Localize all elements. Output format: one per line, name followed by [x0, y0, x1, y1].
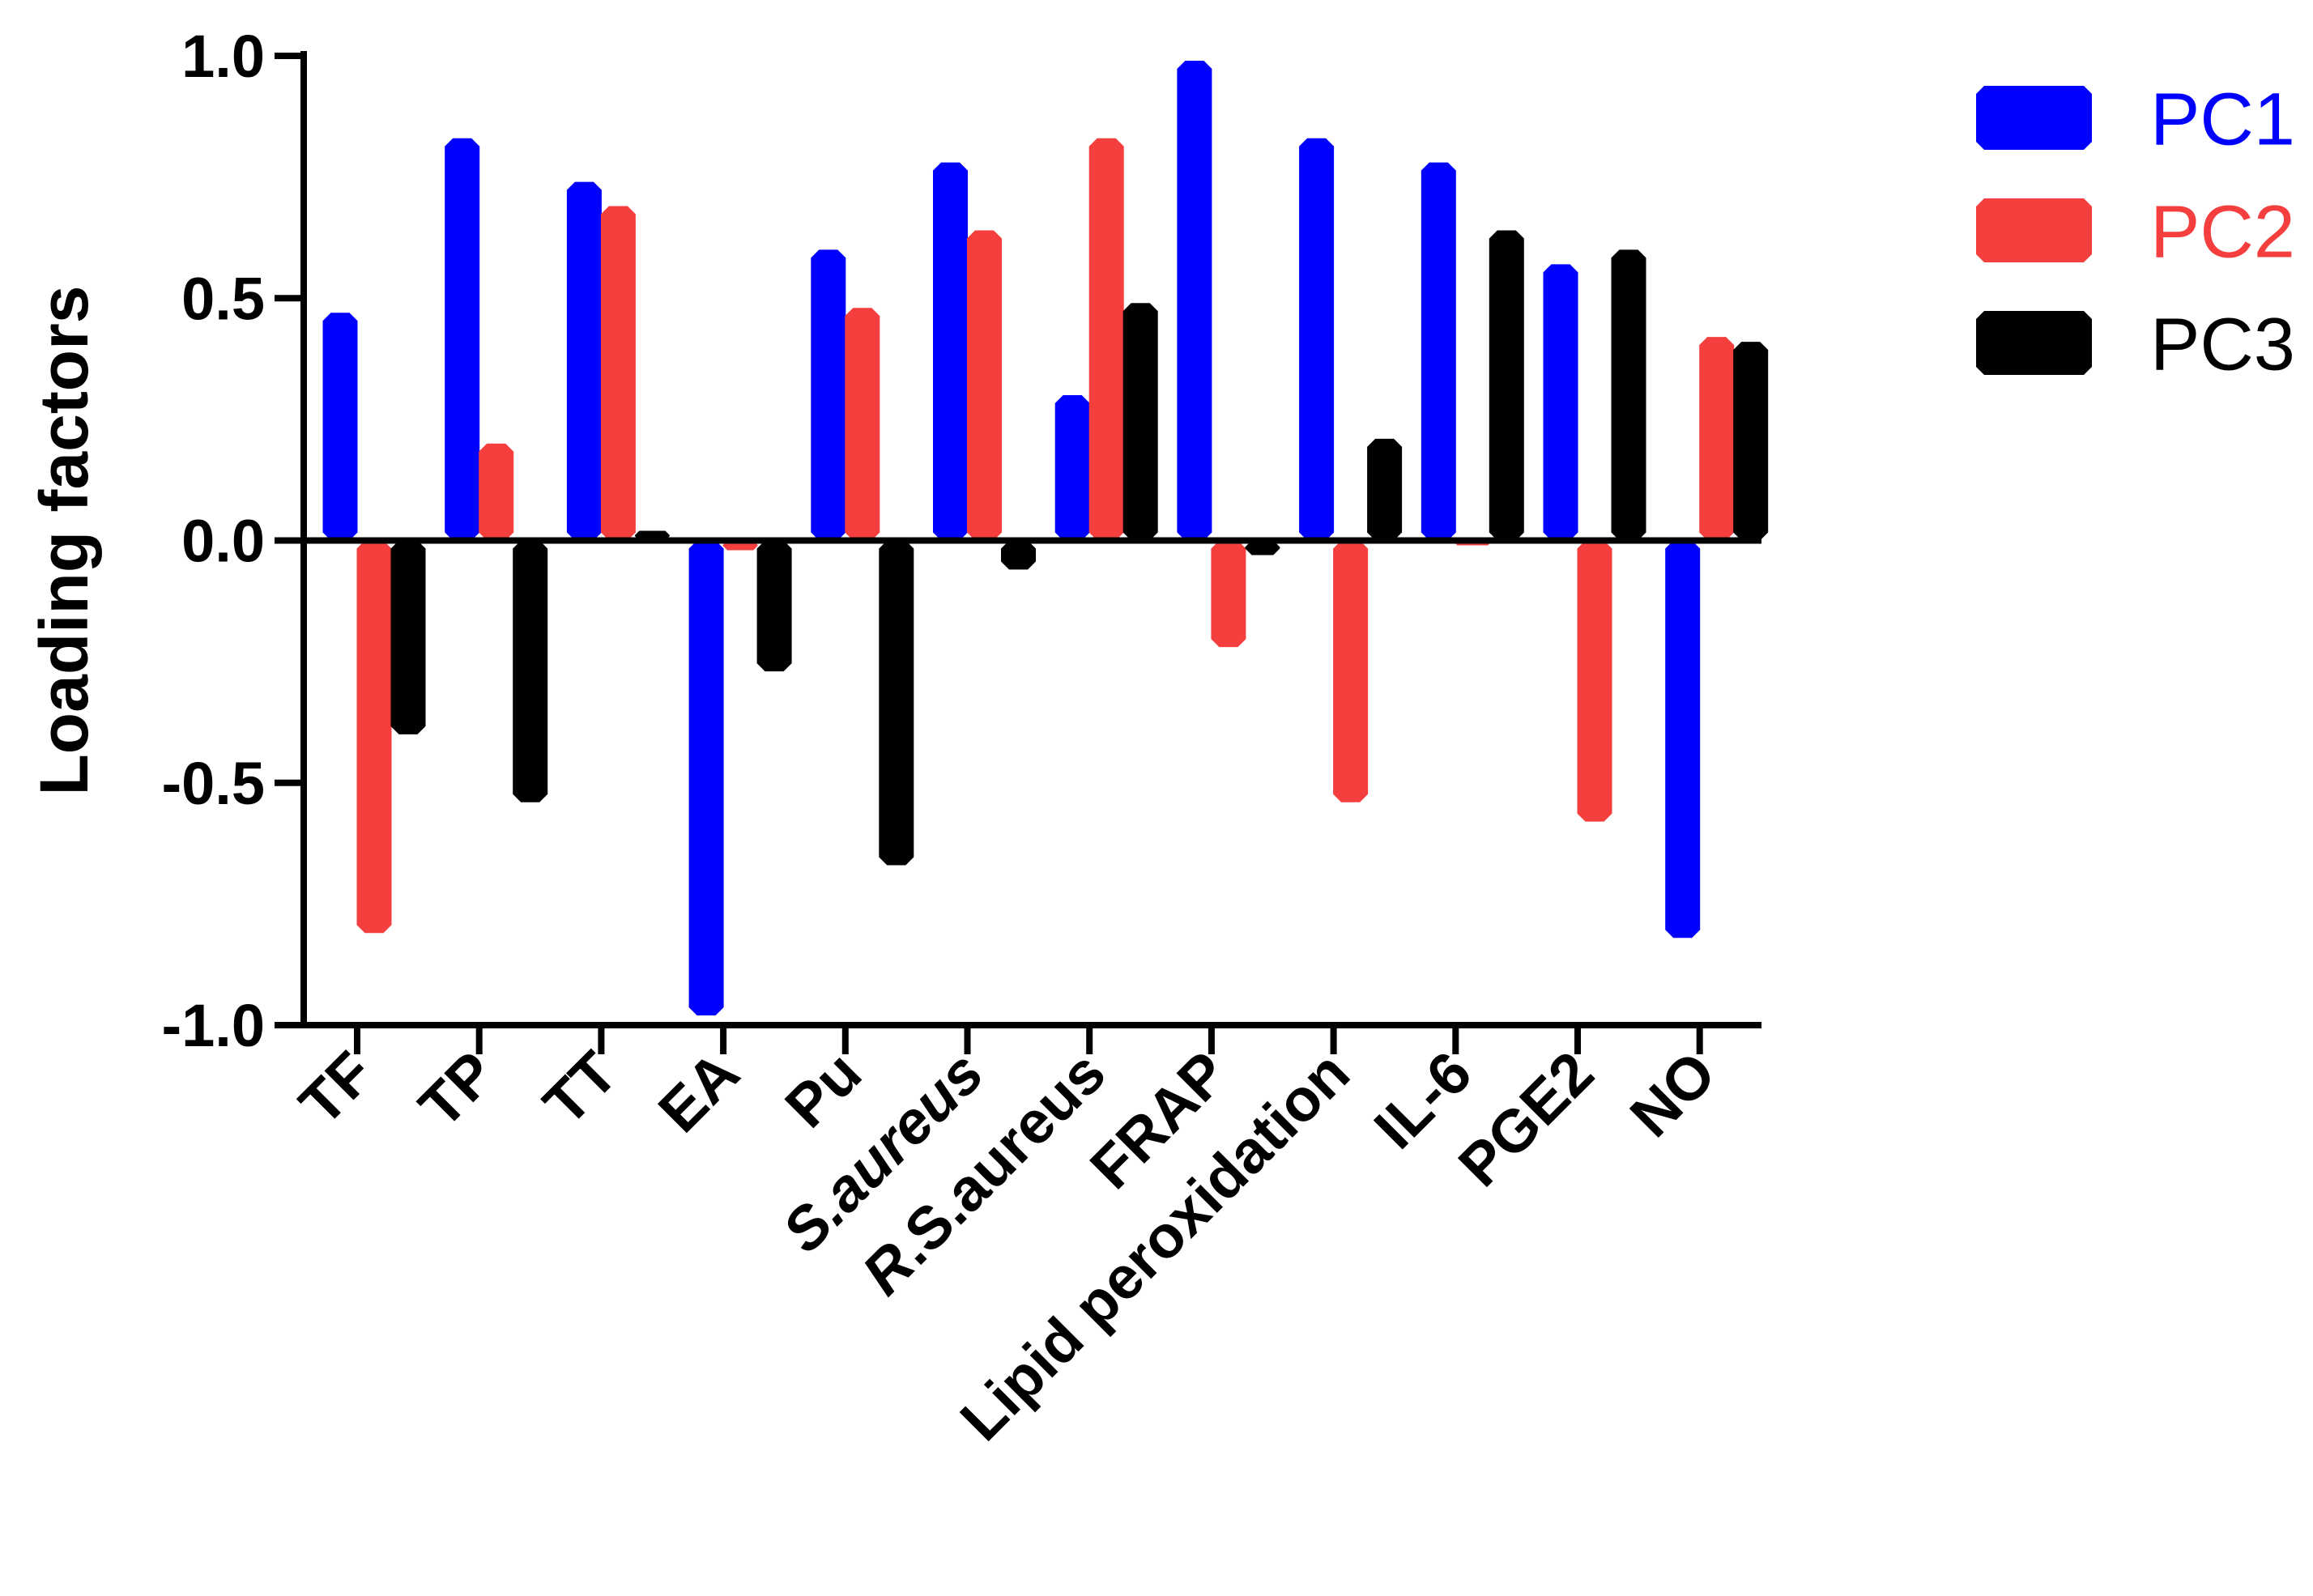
- bar-pc2-lipid-peroxidation: [1333, 540, 1369, 802]
- x-category-label: Pu: [773, 1039, 875, 1141]
- bar-pc2-tt: [600, 206, 636, 541]
- y-tick-label: 0.0: [181, 508, 265, 575]
- x-category-label: TP: [406, 1039, 508, 1141]
- bar-pc2-pge2: [1577, 540, 1612, 822]
- bar-pc2-tf: [356, 540, 392, 934]
- bar-pc3-ea: [756, 540, 792, 672]
- bar-pc1-il-6: [1421, 162, 1456, 541]
- bar-pc1-tf: [322, 313, 358, 541]
- y-tick-label: 1.0: [181, 23, 265, 90]
- bar-pc3-r-s-aureus: [1122, 303, 1158, 541]
- legend-label-pc1: PC1: [2150, 79, 2295, 161]
- bar-pc1-r-s-aureus: [1054, 394, 1090, 541]
- legend-label-pc2: PC2: [2150, 191, 2295, 274]
- bar-pc3-tf: [390, 540, 426, 734]
- legend-swatch-pc3: [1976, 311, 2092, 375]
- bar-pc1-lipid-peroxidation: [1299, 138, 1335, 541]
- bar-pc3-pu: [879, 540, 914, 866]
- legend-swatch-pc2: [1976, 198, 2092, 262]
- bar-pc3-no: [1733, 342, 1769, 541]
- legend-label-pc3: PC3: [2150, 304, 2295, 386]
- bar-pc2-tp: [479, 443, 514, 541]
- y-tick-label: -0.5: [161, 750, 265, 817]
- bar-pc3-il-6: [1489, 230, 1524, 541]
- y-axis-title: Loading factors: [26, 285, 102, 795]
- bar-pc3-lipid-peroxidation: [1367, 438, 1403, 541]
- bar-pc1-no: [1665, 540, 1701, 938]
- bar-pc1-tp: [445, 138, 480, 541]
- bar-pc2-s-aureus: [967, 230, 1002, 541]
- bar-pc1-pu: [811, 249, 846, 541]
- bars-layer: [322, 60, 1769, 1016]
- labels-layer: 1.00.50.0-0.5-1.0TF TP TT EA PuS.aureusR.S.a…: [26, 23, 1728, 1453]
- axes-layer: [275, 51, 1761, 1054]
- bar-pc3-pge2: [1611, 249, 1646, 541]
- bar-pc1-pge2: [1543, 264, 1578, 541]
- y-tick-label: -1.0: [161, 992, 265, 1059]
- bar-pc1-ea: [688, 540, 724, 1016]
- x-category-label: EA: [645, 1039, 752, 1145]
- bar-pc3-frap: [1245, 540, 1280, 555]
- x-category-label: PGE2: [1446, 1039, 1606, 1199]
- bar-pc2-r-s-aureus: [1088, 138, 1124, 541]
- x-category-label: TF: [287, 1039, 386, 1138]
- bar-pc2-no: [1699, 337, 1735, 541]
- bar-pc1-s-aureus: [933, 162, 968, 541]
- bar-pc3-s-aureus: [1001, 540, 1036, 570]
- bar-pc3-tp: [513, 540, 548, 802]
- legend-swatch-pc1: [1976, 86, 2092, 150]
- bar-pc1-tt: [566, 181, 602, 541]
- y-tick-label: 0.5: [181, 265, 265, 332]
- legend: PC1 PC2 PC3: [1976, 79, 2295, 386]
- x-category-label: TT: [530, 1039, 630, 1138]
- bar-pc2-frap: [1211, 540, 1246, 648]
- x-category-label: NO: [1617, 1039, 1728, 1150]
- bar-pc1-frap: [1177, 60, 1212, 541]
- bar-pc2-pu: [845, 308, 880, 541]
